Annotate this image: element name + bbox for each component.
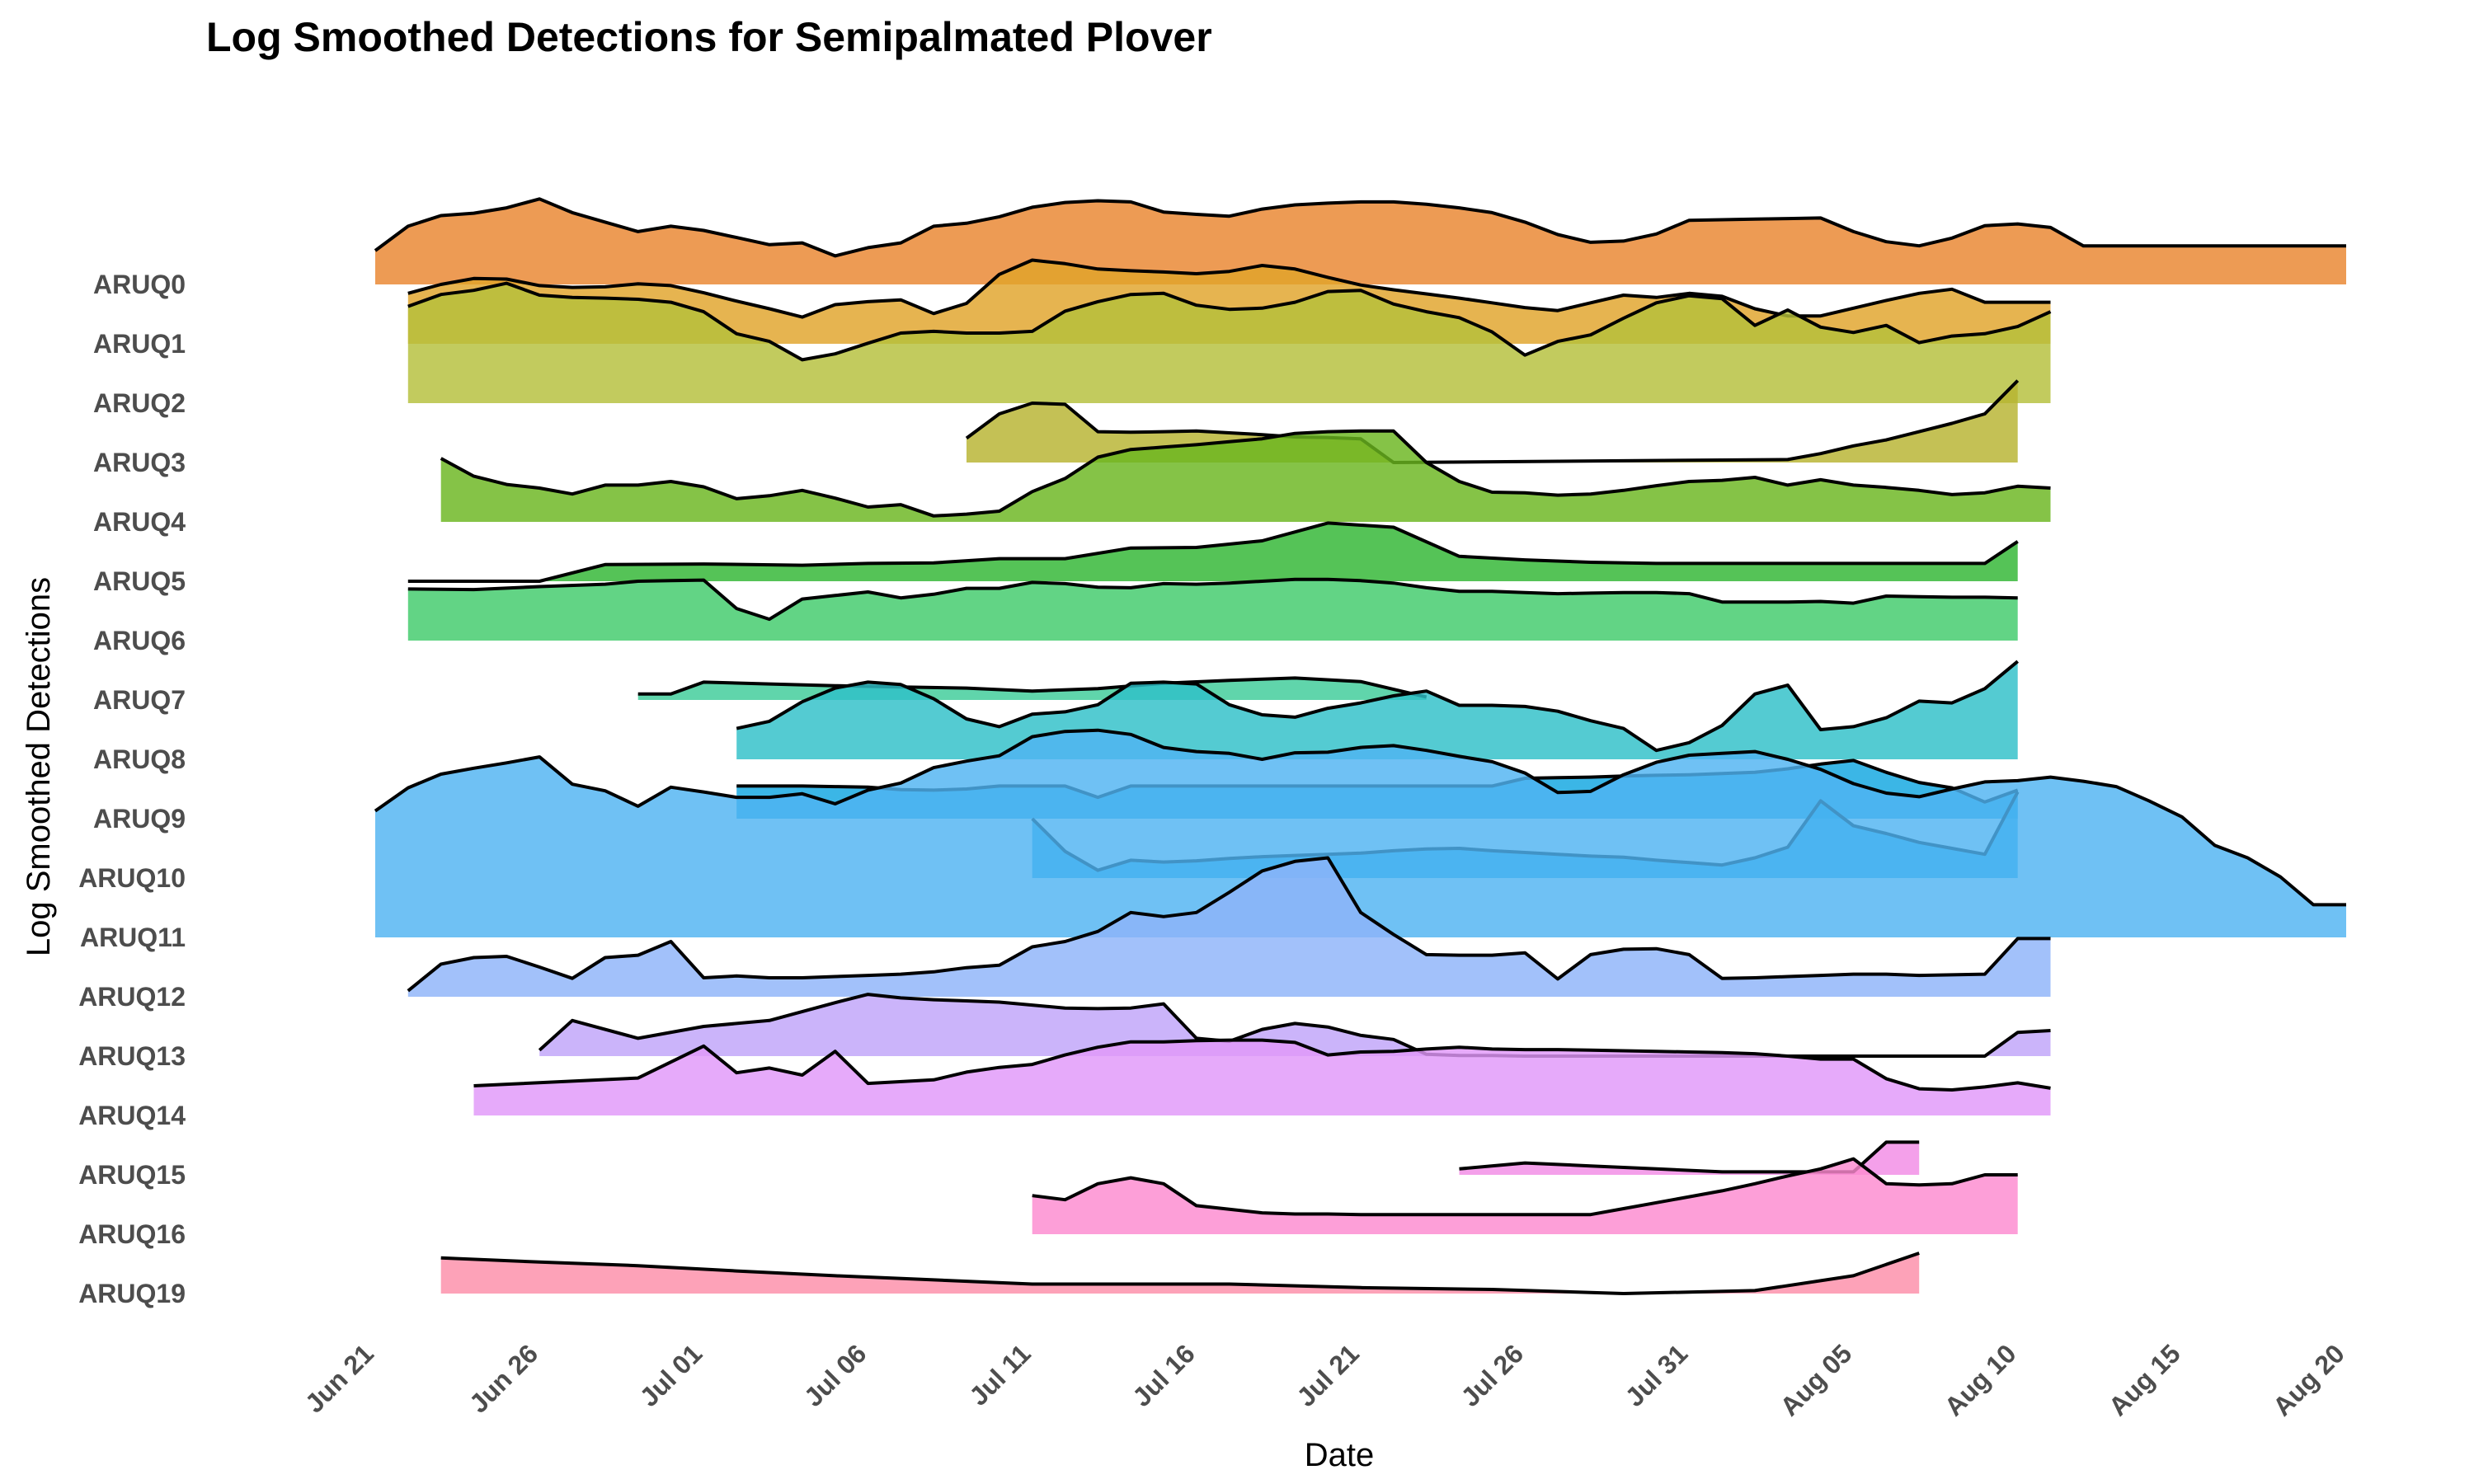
ridge-area-aruq0 (375, 199, 2346, 284)
x-tick-label: Jul 31 (1620, 1338, 1694, 1412)
x-tick-labels: Jun 21 Jun 26 Jul 01 Jul 06 Jul 11 Jul 16 Jul … (299, 1338, 2350, 1421)
y-axis-title: Log Smoothed Detections (21, 577, 57, 956)
y-tick-label: ARUQ14 (78, 1101, 186, 1130)
y-tick-label: ARUQ0 (93, 270, 186, 299)
x-tick-label: Aug 20 (2267, 1338, 2350, 1421)
ridge-line-aruq0 (374, 197, 2346, 258)
y-tick-labels: ARUQ0 ARUQ1 ARUQ2 ARUQ3 ARUQ4 ARUQ5 ARUQ6 ARUQ7… (78, 270, 186, 1308)
ridge-line-aruq4 (440, 429, 2051, 518)
x-axis-title: Date (1305, 1437, 1375, 1473)
ridge-line-aruq7 (637, 676, 1427, 699)
x-tick-label: Jul 26 (1456, 1339, 1530, 1413)
ridge-line-aruq13 (538, 993, 2051, 1058)
ridge-aruq14 (473, 1038, 2051, 1115)
ridge-line-aruq6 (407, 577, 2018, 622)
ridge-line-aruq16 (1032, 1157, 2018, 1217)
x-tick-label: Jun 26 (463, 1339, 543, 1419)
ridge-line-aruq2 (407, 281, 2052, 362)
y-tick-label: ARUQ2 (93, 388, 186, 418)
ridge-line-aruq15 (1459, 1140, 1920, 1174)
y-tick-label: ARUQ3 (93, 448, 186, 477)
ridge-aruq11 (374, 728, 2346, 937)
ridge-aruq4 (440, 429, 2051, 522)
ridge-area-aruq7 (637, 678, 1427, 700)
x-tick-label: Jul 21 (1291, 1338, 1365, 1412)
ridges-layer (374, 197, 2346, 1295)
y-tick-label: ARUQ4 (93, 507, 186, 537)
y-tick-label: ARUQ8 (93, 744, 186, 774)
y-tick-label: ARUQ5 (93, 566, 186, 596)
ridge-area-aruq6 (407, 579, 2018, 641)
x-tick-label: Aug 10 (1939, 1339, 2022, 1422)
ridge-aruq19 (440, 1252, 1920, 1295)
y-tick-label: ARUQ9 (93, 804, 186, 834)
ridge-area-aruq2 (407, 283, 2051, 403)
y-tick-label: ARUQ12 (78, 982, 186, 1012)
x-tick-label: Jul 06 (798, 1338, 872, 1412)
ridge-aruq5 (407, 521, 2019, 583)
x-tick-label: Jul 01 (634, 1338, 708, 1412)
ridge-aruq8 (736, 660, 2019, 759)
ridge-aruq6 (407, 577, 2018, 641)
y-tick-label: ARUQ10 (78, 863, 186, 893)
ridge-aruq13 (538, 993, 2051, 1058)
y-tick-label: ARUQ19 (78, 1279, 186, 1308)
y-tick-label: ARUQ7 (93, 685, 186, 715)
x-tick-label: Jul 11 (963, 1339, 1036, 1411)
chart-title: Log Smoothed Detections for Semipalmated… (206, 14, 1212, 60)
y-tick-label: ARUQ1 (93, 329, 186, 359)
x-tick-label: Aug 15 (2103, 1338, 2186, 1421)
x-tick-label: Aug 05 (1775, 1338, 1858, 1421)
ridge-line-aruq8 (736, 660, 2019, 753)
ridge-line-aruq11 (374, 728, 2346, 907)
y-tick-label: ARUQ15 (78, 1160, 186, 1190)
ridge-aruq16 (1032, 1157, 2018, 1234)
ridge-aruq0 (374, 197, 2346, 284)
x-tick-label: Jun 21 (299, 1338, 379, 1418)
y-tick-label: ARUQ13 (78, 1041, 186, 1071)
ridge-area-aruq4 (440, 430, 2051, 522)
x-tick-label: Jul 16 (1126, 1338, 1201, 1412)
ridge-aruq2 (407, 281, 2052, 403)
ridge-aruq12 (407, 856, 2051, 997)
ridge-area-aruq16 (1032, 1158, 2018, 1234)
ridge-area-aruq14 (473, 1040, 2051, 1115)
y-tick-label: ARUQ16 (78, 1219, 186, 1249)
y-tick-label: ARUQ6 (93, 626, 186, 655)
ridge-area-aruq11 (375, 730, 2346, 937)
ridge-area-aruq19 (440, 1253, 1920, 1294)
ridge-line-aruq5 (407, 521, 2019, 583)
ridge-area-aruq5 (407, 523, 2018, 581)
ridge-line-aruq19 (440, 1252, 1920, 1295)
ridge-area-aruq12 (407, 857, 2051, 997)
ridge-aruq15 (1459, 1140, 1920, 1175)
ridge-area-aruq13 (539, 994, 2051, 1056)
ridge-line-aruq12 (407, 856, 2051, 993)
ridge-line-aruq14 (473, 1038, 2051, 1092)
ridge-area-aruq8 (736, 661, 2018, 759)
ridge-aruq7 (637, 676, 1427, 700)
y-tick-label: ARUQ11 (80, 923, 186, 952)
